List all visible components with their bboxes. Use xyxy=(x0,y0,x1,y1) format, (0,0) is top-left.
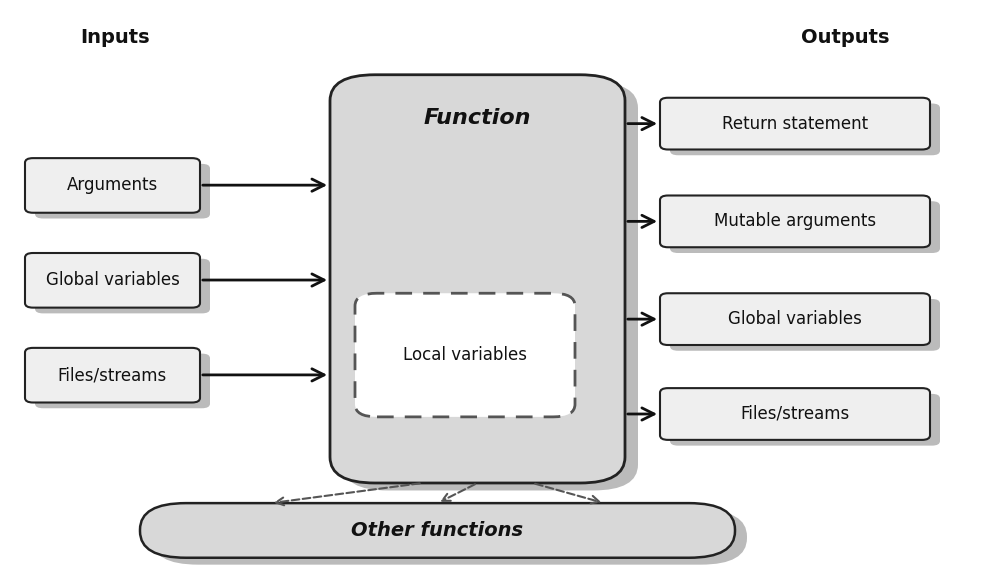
FancyBboxPatch shape xyxy=(660,293,930,345)
Text: Files/streams: Files/streams xyxy=(58,366,167,384)
FancyBboxPatch shape xyxy=(35,354,210,408)
Text: Outputs: Outputs xyxy=(801,28,889,47)
FancyBboxPatch shape xyxy=(670,394,940,446)
FancyBboxPatch shape xyxy=(660,388,930,440)
FancyBboxPatch shape xyxy=(670,201,940,253)
Text: Local variables: Local variables xyxy=(403,346,527,364)
FancyBboxPatch shape xyxy=(35,259,210,313)
FancyBboxPatch shape xyxy=(35,164,210,218)
FancyBboxPatch shape xyxy=(670,299,940,351)
Text: Inputs: Inputs xyxy=(80,28,150,47)
FancyBboxPatch shape xyxy=(355,293,575,417)
FancyBboxPatch shape xyxy=(25,253,200,308)
FancyBboxPatch shape xyxy=(140,503,735,558)
FancyBboxPatch shape xyxy=(25,348,200,402)
Text: Global variables: Global variables xyxy=(46,271,179,289)
Text: Global variables: Global variables xyxy=(728,310,862,328)
FancyBboxPatch shape xyxy=(670,104,940,155)
FancyBboxPatch shape xyxy=(25,158,200,213)
FancyBboxPatch shape xyxy=(660,98,930,150)
Text: Arguments: Arguments xyxy=(67,177,158,194)
FancyBboxPatch shape xyxy=(660,196,930,247)
FancyBboxPatch shape xyxy=(343,82,638,490)
Text: Files/streams: Files/streams xyxy=(740,405,850,423)
Text: Mutable arguments: Mutable arguments xyxy=(714,212,876,231)
FancyBboxPatch shape xyxy=(152,510,747,565)
Text: Function: Function xyxy=(424,108,531,128)
FancyBboxPatch shape xyxy=(330,75,625,483)
Text: Return statement: Return statement xyxy=(722,114,868,133)
Text: Other functions: Other functions xyxy=(351,521,524,540)
